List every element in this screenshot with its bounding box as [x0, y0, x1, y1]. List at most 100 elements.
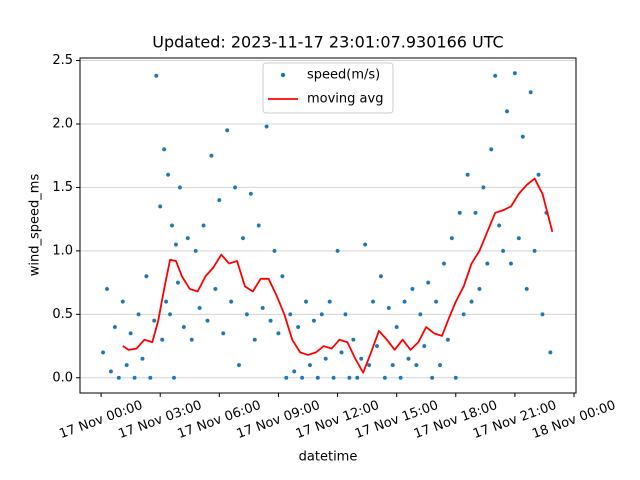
- scatter-point: [112, 324, 118, 330]
- scatter-point: [209, 153, 214, 159]
- scatter-point: [390, 362, 396, 368]
- scatter-point: [100, 349, 106, 355]
- scatter-point: [276, 330, 281, 336]
- scatter-point: [524, 286, 530, 292]
- scatter-point: [189, 337, 195, 343]
- scatter-point: [421, 343, 427, 349]
- scatter-point: [370, 299, 376, 305]
- legend-label: moving avg: [307, 92, 383, 107]
- scatter-point: [327, 299, 333, 305]
- scatter-point: [433, 299, 439, 305]
- scatter-point: [165, 172, 171, 178]
- scatter-point: [315, 375, 321, 381]
- y-tick-label: 1.0: [52, 243, 73, 258]
- scatter-point: [201, 223, 206, 228]
- scatter-point: [417, 311, 423, 317]
- y-tick-label: 2.5: [52, 53, 73, 68]
- scatter-point: [469, 299, 474, 305]
- scatter-point: [175, 280, 181, 286]
- x-axis-label: datetime: [299, 450, 358, 465]
- scatter-point: [224, 127, 230, 133]
- scatter-point: [480, 185, 486, 190]
- scatter-point: [299, 375, 305, 381]
- scatter-point: [132, 375, 137, 381]
- scatter-point: [492, 73, 498, 79]
- scatter-point: [260, 305, 266, 311]
- scatter-point: [500, 248, 506, 254]
- y-tick-label: 1.5: [52, 180, 73, 195]
- scatter-point: [350, 337, 356, 343]
- scatter-point: [171, 375, 177, 381]
- scatter-point: [441, 261, 447, 266]
- scatter-point: [437, 362, 443, 368]
- scatter-point: [120, 299, 126, 305]
- scatter-point: [346, 375, 352, 381]
- scatter-point: [197, 305, 203, 311]
- scatter-point: [504, 108, 510, 114]
- scatter-point: [540, 311, 545, 317]
- scatter-point: [144, 273, 149, 279]
- scatter-point: [520, 134, 526, 140]
- scatter-point: [465, 172, 471, 178]
- scatter-point: [216, 197, 222, 203]
- scatter-point: [532, 248, 538, 254]
- scatter-point: [240, 235, 246, 241]
- scatter-point: [457, 210, 463, 216]
- scatter-point: [323, 356, 329, 362]
- scatter-point: [496, 223, 502, 228]
- scatter-point: [354, 375, 360, 381]
- scatter-point: [128, 330, 134, 336]
- scatter-point: [228, 299, 234, 305]
- scatter-point: [256, 223, 262, 228]
- scatter-point: [116, 375, 122, 381]
- scatter-point: [268, 318, 273, 324]
- scatter-point: [167, 311, 173, 317]
- scatter-point: [378, 273, 384, 279]
- scatter-point: [291, 369, 297, 374]
- scatter-point: [151, 318, 157, 324]
- scatter-point: [547, 349, 553, 355]
- scatter-point: [374, 343, 380, 349]
- scatter-point: [311, 318, 317, 324]
- scatter-point: [362, 242, 368, 247]
- scatter-point: [425, 280, 431, 286]
- scatter-point: [244, 311, 250, 317]
- scatter-point: [136, 311, 141, 317]
- scatter-point: [140, 356, 145, 362]
- scatter-point: [335, 248, 340, 254]
- scatter-point: [163, 299, 169, 305]
- scatter-point: [386, 305, 392, 311]
- legend-box: [262, 62, 394, 114]
- scatter-point: [477, 286, 482, 292]
- scatter-point: [173, 242, 179, 247]
- y-tick-label: 2.0: [52, 116, 73, 131]
- scatter-point: [449, 235, 455, 241]
- scatter-point: [185, 235, 191, 241]
- scatter-point: [394, 324, 400, 330]
- plot-frame: [79, 57, 577, 394]
- scatter-point: [488, 146, 494, 152]
- scatter-point: [508, 261, 514, 266]
- scatter-point: [212, 286, 218, 292]
- scatter-point: [402, 299, 407, 305]
- scatter-point: [331, 375, 337, 381]
- scatter-point: [484, 261, 490, 266]
- scatter-point: [382, 375, 388, 381]
- scatter-point: [193, 248, 199, 254]
- scatter-point: [516, 235, 522, 241]
- scatter-point: [528, 89, 534, 95]
- scatter-point: [104, 286, 110, 292]
- y-axis-label: wind_speed_ms: [28, 174, 43, 277]
- scatter-point: [161, 146, 167, 152]
- scatter-point: [264, 124, 270, 129]
- scatter-point: [473, 210, 478, 216]
- scatter-point: [445, 337, 451, 343]
- scatter-point: [536, 172, 541, 178]
- scatter-point: [512, 70, 518, 76]
- scatter-point: [307, 362, 313, 368]
- scatter-point: [287, 311, 293, 317]
- scatter-point: [410, 286, 415, 292]
- scatter-point: [232, 185, 238, 190]
- y-tick-label: 0.5: [52, 307, 73, 322]
